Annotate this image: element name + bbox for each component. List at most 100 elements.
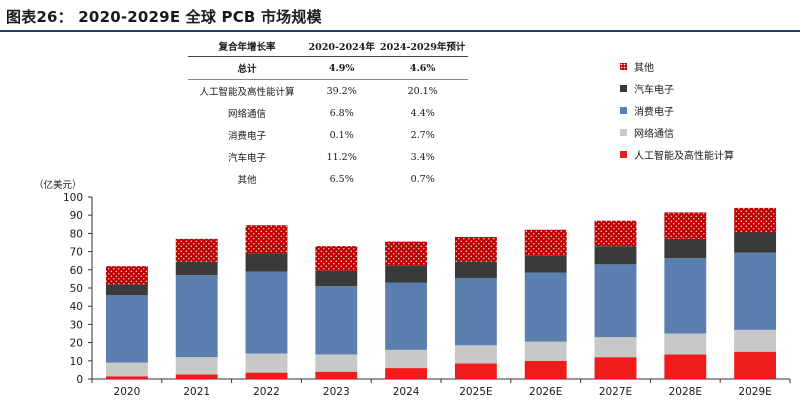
legend-swatch bbox=[620, 62, 627, 70]
bar-segment-3 bbox=[454, 277, 497, 346]
legend-item: 消费电子 bbox=[620, 99, 734, 121]
bar-segment-2 bbox=[524, 341, 567, 361]
legend-item: 汽车电子 bbox=[620, 77, 734, 99]
x-tick-label: 2029E bbox=[738, 386, 771, 398]
table-cell: 3.4% bbox=[410, 151, 435, 163]
bar-segment-3 bbox=[245, 271, 288, 354]
bar-segment-1 bbox=[105, 376, 148, 379]
bar-segment-1 bbox=[315, 371, 358, 379]
bar-segment-1 bbox=[594, 357, 637, 379]
title-divider bbox=[0, 30, 800, 32]
y-tick-label: 70 bbox=[70, 247, 83, 259]
y-tick-label: 90 bbox=[70, 210, 83, 222]
legend-label: 人工智能及高性能计算 bbox=[634, 150, 734, 162]
bar-segment-3 bbox=[664, 257, 707, 334]
bar-segment-3 bbox=[385, 282, 428, 350]
bar-segment-5 bbox=[524, 229, 567, 256]
bar-segment-1 bbox=[175, 374, 218, 379]
y-tick-label: 20 bbox=[70, 338, 83, 350]
bar-segment-2 bbox=[454, 345, 497, 364]
table-cell: 4.9% bbox=[306, 56, 378, 80]
legend-item: 其他 bbox=[620, 55, 734, 77]
y-unit-label: （亿美元） bbox=[34, 179, 82, 191]
table-row: 总计 4.9% 4.6% bbox=[188, 56, 468, 80]
bar-segment-3 bbox=[105, 295, 148, 363]
bar-segment-3 bbox=[524, 272, 567, 342]
table-header: 2020-2024年 bbox=[306, 36, 378, 57]
bar-segment-2 bbox=[385, 349, 428, 369]
bar-segment-3 bbox=[594, 264, 637, 338]
table-header: 复合年增长率 bbox=[188, 36, 306, 57]
bar-segment-2 bbox=[245, 353, 288, 373]
bar-segment-2 bbox=[664, 333, 707, 355]
y-tick-label: 60 bbox=[70, 265, 83, 277]
bar-segment-5 bbox=[385, 241, 428, 266]
table-header: 2024-2029年预计 bbox=[377, 36, 468, 57]
table-header-row: 复合年增长率 2020-2024年 2024-2029年预计 bbox=[188, 36, 468, 57]
table-cell: 20.1% bbox=[407, 85, 438, 97]
table-row-label: 网络通信 bbox=[227, 109, 266, 120]
figure-title: 图表26： 2020-2029E 全球 PCB 市场规模 bbox=[6, 8, 322, 26]
x-tick-label: 2021 bbox=[183, 386, 210, 398]
y-tick-label: 0 bbox=[76, 374, 83, 386]
legend-label: 汽车电子 bbox=[634, 84, 674, 96]
table-cell: 11.2% bbox=[326, 151, 357, 163]
table-cell: 0.7% bbox=[410, 173, 435, 185]
legend-swatch bbox=[620, 128, 627, 136]
table-row: 消费电子 0.1% 2.7% bbox=[188, 124, 468, 146]
table-cell: 6.5% bbox=[329, 173, 354, 185]
table-row-label: 人工智能及高性能计算 bbox=[199, 87, 295, 98]
x-tick-label: 2024 bbox=[393, 386, 420, 398]
legend-label: 网络通信 bbox=[634, 128, 674, 140]
bar-segment-1 bbox=[245, 372, 288, 379]
table-row: 汽车电子 11.2% 3.4% bbox=[188, 146, 468, 168]
bar-segment-2 bbox=[105, 362, 148, 377]
table-cell: 6.8% bbox=[329, 107, 354, 119]
bar-segment-5 bbox=[454, 237, 497, 262]
x-tick-label: 2026E bbox=[529, 386, 562, 398]
table-row: 人工智能及高性能计算 39.2% 20.1% bbox=[188, 80, 468, 103]
legend-swatch bbox=[620, 106, 627, 114]
y-tick-label: 100 bbox=[63, 192, 83, 204]
bar-segment-4 bbox=[315, 270, 358, 287]
table-cell: 0.1% bbox=[329, 129, 354, 141]
legend-item: 人工智能及高性能计算 bbox=[620, 143, 734, 165]
legend-swatch bbox=[620, 84, 627, 92]
table-cell: 2.7% bbox=[410, 129, 435, 141]
bar-segment-4 bbox=[454, 261, 497, 278]
bar-segment-5 bbox=[245, 225, 288, 254]
bar-segment-4 bbox=[245, 253, 288, 272]
y-tick-label: 50 bbox=[70, 283, 83, 295]
bar-segment-3 bbox=[315, 286, 358, 355]
legend-label: 其他 bbox=[634, 62, 654, 74]
bar-segment-4 bbox=[594, 246, 637, 265]
table-cell: 4.4% bbox=[410, 107, 435, 119]
bar-segment-4 bbox=[175, 261, 218, 276]
legend: 其他汽车电子消费电子网络通信人工智能及高性能计算 bbox=[620, 55, 734, 165]
bar-segment-4 bbox=[385, 265, 428, 283]
bar-segment-5 bbox=[175, 238, 218, 262]
bar-segment-5 bbox=[664, 212, 707, 239]
x-tick-label: 2025E bbox=[459, 386, 492, 398]
bar-segment-5 bbox=[315, 246, 358, 271]
bar-segment-4 bbox=[734, 232, 777, 253]
bar-segment-1 bbox=[385, 368, 428, 379]
bar-segment-5 bbox=[594, 220, 637, 247]
table-cell: 4.6% bbox=[377, 56, 468, 80]
bar-segment-5 bbox=[734, 207, 777, 233]
table-row: 网络通信 6.8% 4.4% bbox=[188, 102, 468, 124]
bar-segment-4 bbox=[105, 284, 148, 296]
table-row-label: 总计 bbox=[188, 56, 306, 80]
bar-segment-1 bbox=[524, 360, 567, 379]
bar-segment-1 bbox=[734, 351, 777, 379]
bar-segment-1 bbox=[454, 363, 497, 379]
table-row-label: 其他 bbox=[237, 175, 257, 186]
bar-segment-3 bbox=[734, 252, 777, 330]
table-cell: 39.2% bbox=[326, 85, 357, 97]
x-tick-label: 2028E bbox=[669, 386, 702, 398]
x-tick-label: 2023 bbox=[323, 386, 350, 398]
bar-segment-4 bbox=[664, 238, 707, 258]
y-tick-label: 80 bbox=[70, 228, 83, 240]
y-tick-label: 40 bbox=[70, 301, 83, 313]
